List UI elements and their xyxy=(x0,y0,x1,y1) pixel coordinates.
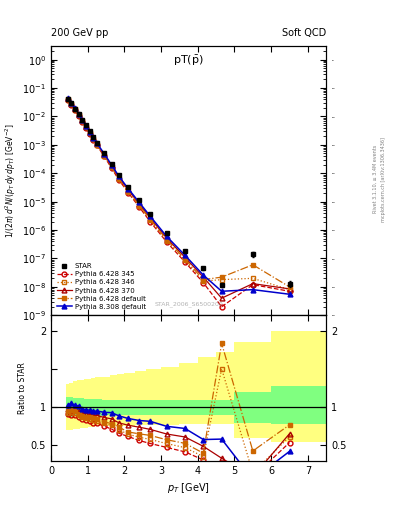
Y-axis label: $1/(2\pi)\,d^2N/(p_T\,dy\,dp_T)$ [GeV$^{-2}$]: $1/(2\pi)\,d^2N/(p_T\,dy\,dp_T)$ [GeV$^{… xyxy=(4,123,18,238)
Text: pT($\bar{\rm p}$): pT($\bar{\rm p}$) xyxy=(173,54,204,69)
Text: Rivet 3.1.10, ≥ 3.4M events: Rivet 3.1.10, ≥ 3.4M events xyxy=(373,145,378,214)
Y-axis label: Ratio to STAR: Ratio to STAR xyxy=(18,362,27,414)
Text: mcplots.cern.ch [arXiv:1306.3436]: mcplots.cern.ch [arXiv:1306.3436] xyxy=(381,137,386,222)
Text: 200 GeV pp: 200 GeV pp xyxy=(51,28,108,38)
X-axis label: $p_T$ [GeV]: $p_T$ [GeV] xyxy=(167,481,210,495)
Text: STAR_2006_S6500200: STAR_2006_S6500200 xyxy=(154,302,223,307)
Text: Soft QCD: Soft QCD xyxy=(282,28,326,38)
Legend: STAR, Pythia 6.428 345, Pythia 6.428 346, Pythia 6.428 370, Pythia 6.428 default: STAR, Pythia 6.428 345, Pythia 6.428 346… xyxy=(55,261,148,312)
